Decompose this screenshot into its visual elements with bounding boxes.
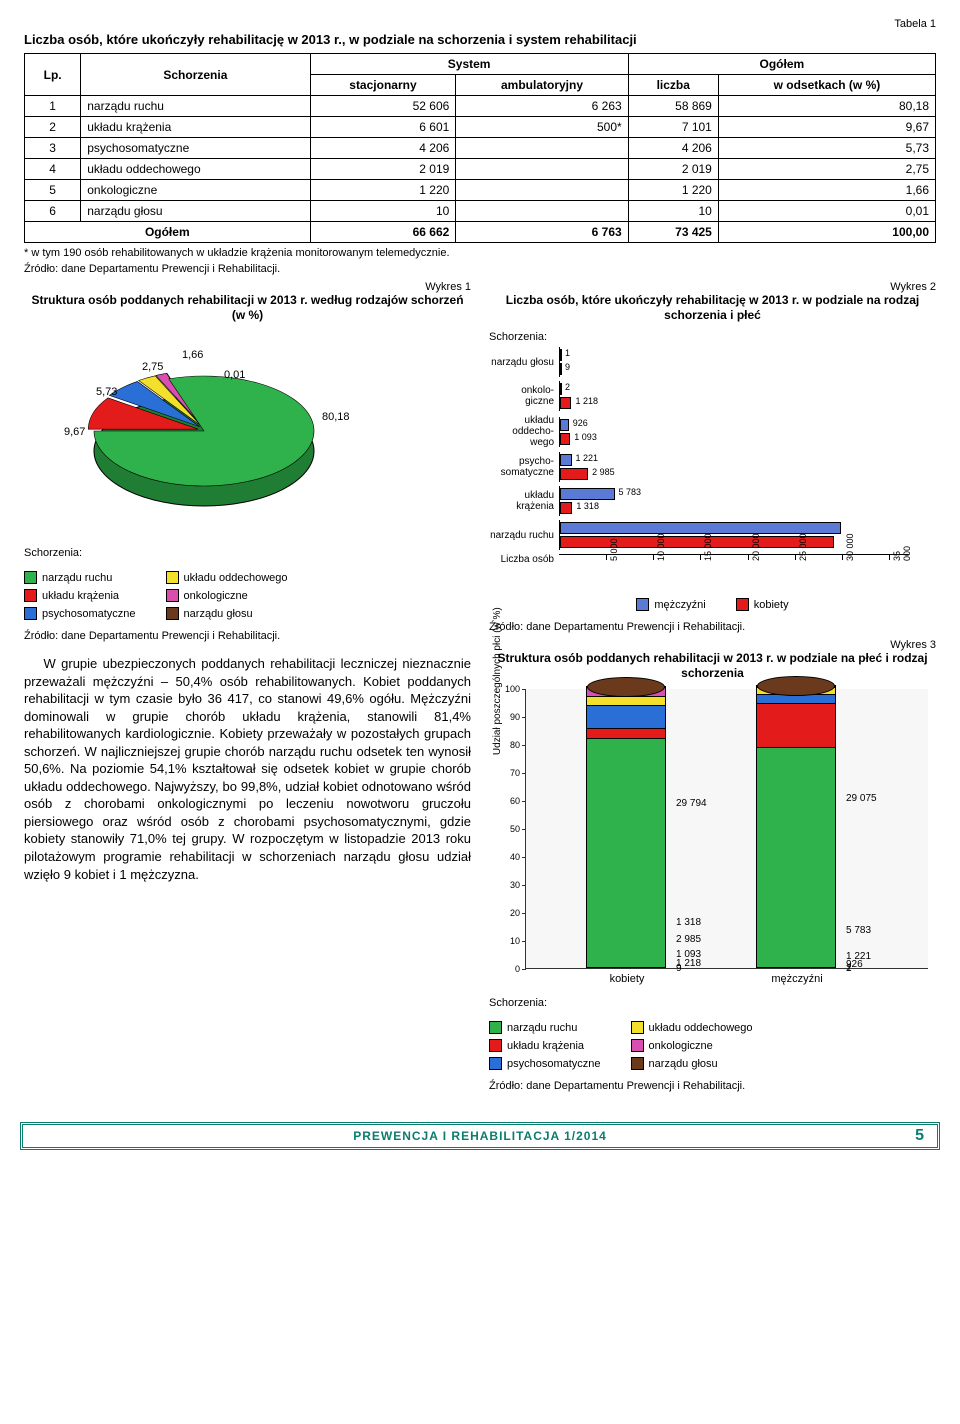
- legend-item: narządu ruchu: [24, 571, 136, 584]
- table-row: 5onkologiczne1 2201 2201,66: [25, 180, 936, 201]
- pie-chart: 9,67 5,73 2,75 1,66 0,01 80,18: [64, 331, 344, 541]
- pie-val-2-75: 2,75: [142, 361, 163, 373]
- legend-item: narządu głosu: [166, 607, 288, 620]
- hbar-row: układu krążenia5 7831 318: [489, 486, 909, 516]
- wykres2-title: Liczba osób, które ukończyły rehabilitac…: [489, 293, 936, 323]
- legend-item: układu oddechowego: [631, 1021, 753, 1034]
- table-row: 2układu krążenia6 601500*7 1019,67: [25, 117, 936, 138]
- table-label: Tabela 1: [24, 18, 936, 30]
- wykres3-legend-title: Schorzenia:: [489, 997, 936, 1009]
- row-total-liczba: 73 425: [628, 222, 718, 243]
- main-table: Lp. Schorzenia System Ogółem stacjonarny…: [24, 53, 936, 243]
- hbar-row: narządu głosu19: [489, 347, 909, 377]
- lg-m: mężczyźni: [654, 599, 705, 611]
- footer-text: PREWENCJA I REHABILITACJA 1/2014: [353, 1129, 607, 1143]
- footer-page: 5: [915, 1127, 925, 1145]
- wykres1-label: Wykres 1: [24, 281, 471, 293]
- table-row: 4układu oddechowego2 0192 0192,75: [25, 159, 936, 180]
- wykres3-yaxis-label: Udział poszczególnych płci (w %): [492, 607, 503, 755]
- th-ogolem: Ogółem: [628, 54, 935, 75]
- pie-val-5-73: 5,73: [96, 386, 117, 398]
- wykres1-source: Źródło: dane Departamentu Prewencji i Re…: [24, 630, 471, 642]
- wykres3-source: Źródło: dane Departamentu Prewencji i Re…: [489, 1080, 936, 1092]
- wykres3-label: Wykres 3: [489, 639, 936, 651]
- pie-val-0-01: 0,01: [224, 369, 245, 381]
- legend-item: układu oddechowego: [166, 571, 288, 584]
- wykres2-label: Wykres 2: [489, 281, 936, 293]
- wykres1-legend: narządu ruchu układu krążenia psychosomaty…: [24, 571, 471, 620]
- legend-item: narządu ruchu: [489, 1021, 601, 1034]
- row-total-amb: 6 763: [456, 222, 628, 243]
- table-footnote: * w tym 190 osób rehabilitowanych w ukła…: [24, 247, 936, 259]
- wykres1-legend-title: Schorzenia:: [24, 547, 471, 559]
- body-paragraph: W grupie ubezpieczonych poddanych rehabi…: [24, 655, 471, 883]
- th-schorzenia: Schorzenia: [81, 54, 310, 96]
- legend-item: układu krążenia: [24, 589, 136, 602]
- hbar-chart: narządu głosu19 onkolo- giczne21 218 układ…: [489, 347, 909, 594]
- table-row: 3psychosomatyczne4 2064 2065,73: [25, 138, 936, 159]
- wykres3-title: Struktura osób poddanych rehabilitacji w…: [489, 651, 936, 681]
- stacked-cylinder-chart: Udział poszczególnych płci (w %) 0102030…: [525, 689, 928, 969]
- table-source: Źródło: dane Departamentu Prewencji i Re…: [24, 263, 936, 275]
- row-total-stac: 66 662: [310, 222, 456, 243]
- th-stacjonarny: stacjonarny: [310, 75, 456, 96]
- wykres2-side-title: Schorzenia:: [489, 331, 936, 343]
- legend-item: narządu głosu: [631, 1057, 753, 1070]
- legend-item: układu krążenia: [489, 1039, 601, 1052]
- pie-val-80-18: 80,18: [322, 411, 350, 423]
- table-row: 1narządu ruchu52 6066 26358 86980,18: [25, 96, 936, 117]
- legend-item: psychosomatyczne: [489, 1057, 601, 1070]
- th-system: System: [310, 54, 628, 75]
- pie-val-9-67: 9,67: [64, 426, 85, 438]
- th-wodsetkach: w odsetkach (w %): [718, 75, 935, 96]
- pie-val-1-66: 1,66: [182, 349, 203, 361]
- table-row: 6narządu głosu10100,01: [25, 201, 936, 222]
- wykres3-legend: narządu ruchu układu krążenia psychosomaty…: [489, 1021, 936, 1070]
- wykres1-title: Struktura osób poddanych rehabilitacji w…: [24, 293, 471, 323]
- hbar-row: układu oddecho- wego9261 093: [489, 415, 909, 448]
- th-lp: Lp.: [25, 54, 81, 96]
- wykres2-source: Źródło: dane Departamentu Prewencji i Re…: [489, 621, 936, 633]
- lg-k: kobiety: [754, 599, 789, 611]
- legend-item: onkologiczne: [166, 589, 288, 602]
- table-title: Liczba osób, które ukończyły rehabilitac…: [24, 32, 936, 47]
- wykres2-legend: mężczyźni kobiety: [489, 598, 936, 611]
- hbar-row: onkolo- giczne21 218: [489, 381, 909, 411]
- row-total-pct: 100,00: [718, 222, 935, 243]
- legend-item: psychosomatyczne: [24, 607, 136, 620]
- th-liczba: liczba: [628, 75, 718, 96]
- legend-item: onkologiczne: [631, 1039, 753, 1052]
- th-amb: ambulatoryjny: [456, 75, 628, 96]
- hbar-row: psycho- somatyczne1 2212 985: [489, 452, 909, 482]
- row-total-label: Ogółem: [25, 222, 311, 243]
- footer-bar: PREWENCJA I REHABILITACJA 1/2014 5: [20, 1122, 940, 1150]
